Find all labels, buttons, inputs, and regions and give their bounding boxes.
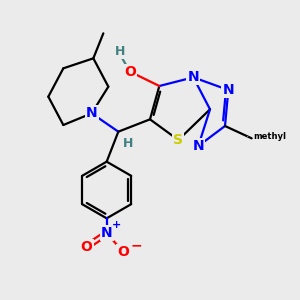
Text: H: H xyxy=(115,45,125,58)
Text: −: − xyxy=(131,238,142,252)
Text: methyl: methyl xyxy=(253,132,286,141)
Text: N: N xyxy=(223,83,234,97)
Text: S: S xyxy=(173,133,183,147)
Text: N: N xyxy=(193,139,204,153)
Text: N: N xyxy=(86,106,98,120)
Text: O: O xyxy=(117,245,129,259)
Text: O: O xyxy=(124,65,136,79)
Text: O: O xyxy=(81,240,93,254)
Text: N: N xyxy=(101,226,112,240)
Text: N: N xyxy=(188,70,199,84)
Text: H: H xyxy=(123,137,134,150)
Text: me: me xyxy=(247,136,249,137)
Text: +: + xyxy=(111,220,121,230)
